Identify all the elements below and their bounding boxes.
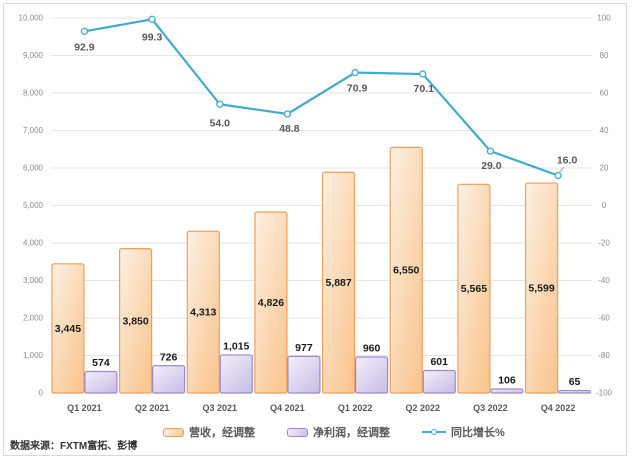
growth-line-point: [351, 68, 359, 77]
x-axis-label: Q2 2022: [405, 403, 440, 413]
right-axis-tick: 0: [602, 201, 607, 210]
left-axis-tick: 8,000: [23, 89, 44, 98]
bar-revenue: [321, 171, 356, 394]
source-note: 数据来源：FXTM富拓、彭博: [10, 441, 138, 452]
right-axis-tick: -80: [598, 351, 610, 360]
profit-value-label: 1,015: [223, 340, 249, 352]
revenue-value-label: 3,850: [122, 315, 148, 327]
revenue-value-label: 5,599: [528, 283, 554, 295]
x-axis-label: Q1 2021: [67, 403, 102, 413]
left-axis-tick: 9,000: [23, 51, 44, 60]
bar-profit: [287, 355, 321, 394]
bar-revenue: [389, 146, 423, 394]
bar-profit: [84, 370, 118, 394]
growth-value-label: 54.0: [210, 117, 231, 129]
growth-value-label: 29.0: [481, 160, 502, 172]
growth-line-swatch-icon: [422, 428, 446, 437]
profit-value-label: 960: [363, 343, 381, 355]
profit-value-label: 977: [295, 342, 313, 354]
right-axis-tick: -40: [598, 276, 610, 285]
x-axis-label: Q2 2021: [135, 403, 170, 413]
growth-line: [83, 18, 560, 177]
right-axis-tick: -20: [598, 239, 610, 248]
right-axis-tick: -100: [596, 389, 613, 398]
x-axis-label: Q3 2022: [473, 403, 508, 413]
bar-revenue: [457, 183, 491, 394]
bar-revenue: [186, 230, 220, 394]
profit-value-label: 574: [92, 357, 110, 369]
bar-profit: [219, 354, 253, 394]
revenue-value-label: 5,565: [461, 283, 487, 295]
growth-line-point: [419, 70, 427, 78]
profit-value-label: 106: [498, 375, 516, 387]
x-axis-label: Q4 2022: [541, 403, 576, 413]
left-axis-tick: 1,000: [23, 351, 44, 360]
x-axis-label: Q1 2022: [338, 403, 373, 413]
legend-item-profit: 净利润，经调整: [287, 424, 390, 440]
revenue-bar-swatch-icon: [163, 427, 184, 437]
growth-value-label: 99.3: [142, 31, 163, 43]
legend-label-profit: 净利润，经调整: [313, 427, 390, 439]
growth-line-point: [554, 171, 562, 180]
label-leader-line: [559, 166, 565, 173]
left-axis-tick: 2,000: [23, 314, 44, 323]
right-axis-tick: 40: [600, 126, 609, 135]
growth-line-point: [148, 15, 156, 23]
bar-revenue: [51, 263, 85, 394]
legend-item-revenue: 营收，经调整: [163, 424, 255, 440]
x-axis-label: Q3 2021: [202, 403, 237, 413]
right-axis-tick: 60: [600, 89, 609, 98]
bar-revenue: [524, 182, 559, 394]
left-axis-tick: 7,000: [23, 126, 44, 135]
revenue-value-label: 5,887: [325, 277, 351, 289]
left-axis-tick: 6,000: [23, 164, 44, 173]
growth-value-label: 48.8: [279, 123, 300, 135]
right-axis-tick: 20: [600, 164, 609, 173]
growth-value-label: 16.0: [557, 155, 578, 167]
x-axis-label: Q4 2021: [270, 403, 305, 413]
bar-profit: [354, 356, 389, 394]
chart-legend: 营收，经调整 净利润，经调整 同比增长%: [163, 424, 505, 440]
bar-profit: [557, 389, 592, 394]
revenue-value-label: 6,550: [393, 265, 419, 277]
left-axis-tick: 0: [39, 389, 44, 398]
bar-profit: [490, 388, 524, 394]
bar-profit: [422, 369, 456, 394]
legend-item-growth: 同比增长%: [422, 424, 505, 440]
legend-label-growth: 同比增长%: [451, 427, 505, 439]
legend-label-revenue: 营收，经调整: [189, 427, 255, 439]
growth-line-point: [216, 100, 224, 108]
profit-value-label: 65: [569, 376, 581, 388]
revenue-value-label: 4,826: [258, 297, 284, 309]
growth-line-point: [80, 27, 89, 35]
bar-revenue: [118, 248, 153, 394]
growth-line-point: [486, 147, 495, 155]
profit-bar-swatch-icon: [287, 427, 308, 437]
right-axis-tick: 100: [597, 14, 611, 23]
left-axis-tick: 5,000: [23, 201, 44, 210]
bar-profit: [151, 365, 186, 394]
left-axis-tick: 3,000: [23, 276, 44, 285]
growth-line-marker: [431, 429, 437, 435]
left-axis-tick: 4,000: [23, 239, 44, 248]
growth-value-label: 92.9: [74, 41, 95, 53]
profit-value-label: 601: [430, 356, 448, 368]
left-axis-tick: 10,000: [19, 14, 44, 23]
growth-value-label: 70.1: [414, 83, 435, 95]
growth-value-label: 70.9: [347, 83, 368, 95]
revenue-value-label: 3,445: [55, 323, 81, 335]
right-axis-tick: 80: [600, 51, 609, 60]
bar-revenue: [254, 211, 288, 394]
revenue-value-label: 4,313: [190, 307, 216, 319]
right-axis-tick: -60: [598, 314, 610, 323]
profit-value-label: 726: [160, 351, 178, 363]
growth-line-point: [283, 110, 292, 118]
